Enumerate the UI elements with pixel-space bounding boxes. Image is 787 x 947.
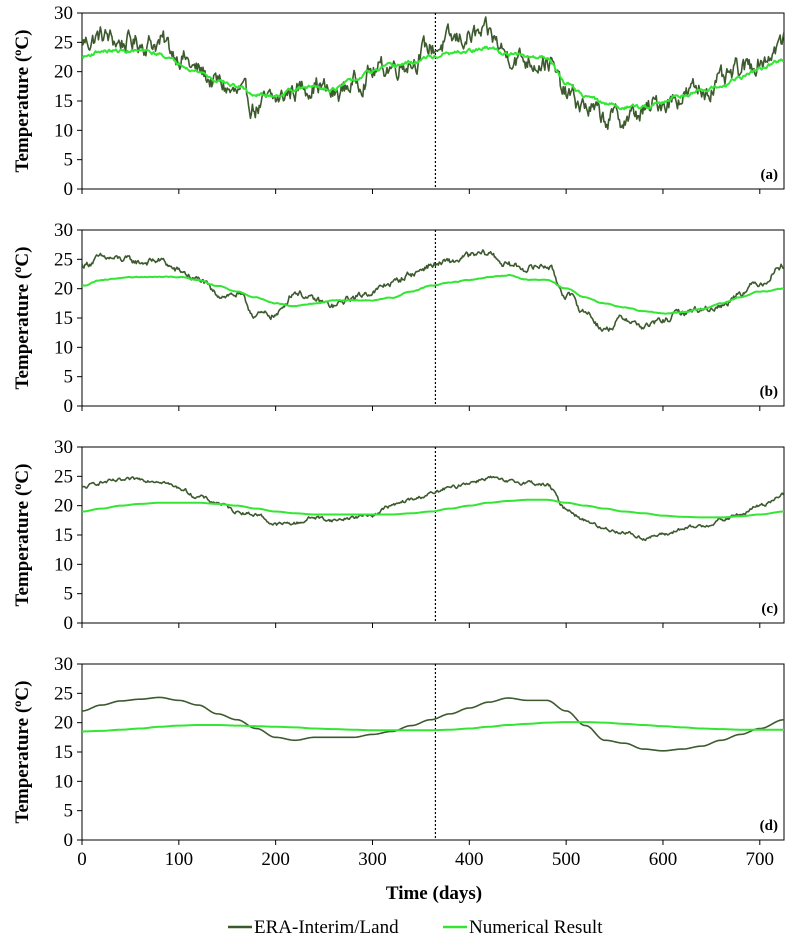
y-axis-title: Temperature (ºC) [12,464,33,607]
x-tick-label: 700 [746,849,775,870]
y-tick-label: 30 [54,220,73,241]
series-line-era-interim-land [82,475,784,542]
panel-label: (d) [760,818,778,834]
x-tick-label: 200 [261,849,290,870]
series-line-numerical-result [82,45,784,111]
panel-c: 0 5 10 15 20 25 30 Temperature (ºC) (c) [12,437,785,634]
plot-frame [81,229,785,407]
series-line-numerical-result [82,498,784,519]
panel-a: 0 5 10 15 20 25 30 Temperature (ºC) (a) [12,3,785,200]
y-axis-title: Temperature (ºC) [12,30,33,173]
x-tick-label: 500 [552,849,581,870]
y-tick-label: 0 [64,396,74,417]
series-line-era-interim-land [82,249,784,332]
legend: ERA-Interim/Land Numerical Result [228,917,603,938]
x-tick-label: 400 [455,849,484,870]
panel-label: (c) [761,601,778,617]
y-tick-label: 5 [64,150,74,171]
panel-b: 0 5 10 15 20 25 30 Temperature (ºC) (b) [12,220,785,417]
y-tick-label: 20 [54,713,73,734]
plot-frame [81,663,785,841]
x-axis-title: Time (days) [386,883,482,904]
y-tick-label: 25 [54,683,73,704]
y-tick-label: 0 [64,830,74,851]
y-tick-label: 30 [54,3,73,24]
y-tick-label: 10 [54,771,73,792]
y-axis-title: Temperature (ºC) [12,681,33,824]
y-tick-label: 0 [64,613,74,634]
y-axis-title: Temperature (ºC) [12,247,33,390]
x-tick-label: 300 [358,849,387,870]
y-tick-label: 10 [54,337,73,358]
y-tick-label: 15 [54,308,73,329]
series-line-numerical-result [82,721,784,733]
y-tick-label: 15 [54,742,73,763]
y-tick-label: 0 [64,179,74,200]
y-tick-label: 5 [64,801,74,822]
legend-label: ERA-Interim/Land [254,917,399,938]
series-line-era-interim-land [82,16,784,130]
y-tick-label: 5 [64,584,74,605]
y-tick-label: 30 [54,654,73,675]
legend-label: Numerical Result [469,917,603,938]
y-tick-label: 25 [54,249,73,270]
y-tick-label: 15 [54,525,73,546]
panel-label: (a) [761,167,779,183]
x-tick-label: 0 [77,849,87,870]
panel-label: (b) [760,384,778,400]
y-tick-label: 30 [54,437,73,458]
series-line-era-interim-land [82,696,784,752]
y-tick-label: 25 [54,32,73,53]
y-tick-label: 20 [54,496,73,517]
plot-frame [81,446,785,624]
y-tick-label: 20 [54,62,73,83]
y-tick-label: 5 [64,367,74,388]
y-tick-label: 15 [54,91,73,112]
series-line-numerical-result [82,273,784,315]
x-tick-label: 100 [165,849,194,870]
y-tick-label: 25 [54,466,73,487]
chart-panels: 0 5 10 15 20 25 30 Temperature (ºC) (a) 0 5 10 15 20 2… [12,3,785,870]
y-tick-label: 10 [54,554,73,575]
y-tick-label: 20 [54,279,73,300]
x-tick-label: 600 [649,849,678,870]
y-tick-label: 10 [54,120,73,141]
